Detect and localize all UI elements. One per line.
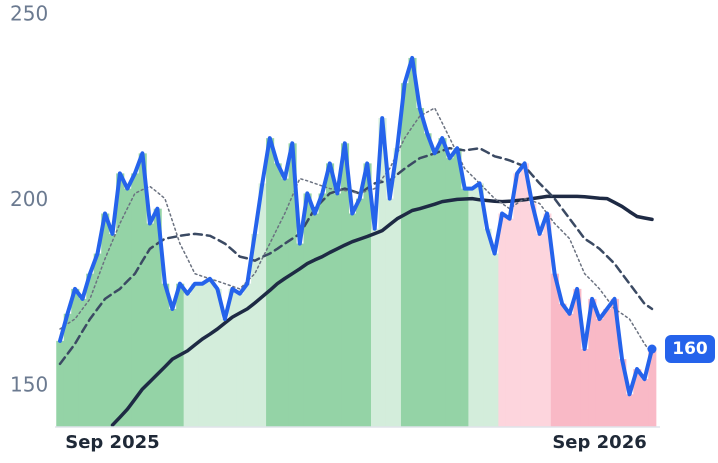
fill-bar <box>558 303 567 427</box>
fill-bar <box>356 198 365 427</box>
fill-bar <box>251 233 260 427</box>
y-tick-label: 200 <box>10 187 48 211</box>
fill-bar <box>258 183 267 427</box>
x-tick-label: Sep 2025 <box>65 432 159 453</box>
fill-bar <box>550 273 559 427</box>
fill-bar <box>618 359 627 427</box>
fill-bar <box>288 143 297 427</box>
fill-bar <box>153 208 162 427</box>
fill-bar <box>475 183 484 427</box>
fill-bar <box>243 283 252 427</box>
fill-bar <box>483 228 492 427</box>
fill-bar <box>378 118 387 427</box>
fill-bar <box>183 293 192 427</box>
series-line <box>58 55 654 397</box>
fill-bar <box>131 173 140 427</box>
fill-bar <box>595 318 604 427</box>
lines <box>58 55 654 427</box>
fill-bar <box>161 283 170 427</box>
fill-bar <box>318 193 327 427</box>
fill-bar <box>116 173 125 427</box>
fill-bar <box>408 57 417 427</box>
fill-bar <box>430 153 440 427</box>
fill-bar <box>146 223 155 427</box>
fill-bar <box>393 148 402 427</box>
fill-bar <box>273 163 282 427</box>
fill-bar <box>498 213 507 427</box>
fill-bar <box>198 283 207 427</box>
fill-bar <box>213 288 222 427</box>
fill-bar <box>400 83 410 427</box>
fill-bar <box>138 153 147 427</box>
fill-bar <box>535 233 544 427</box>
fill-bar <box>580 349 589 427</box>
fill-bar <box>206 278 215 427</box>
series-line <box>59 107 653 355</box>
fill-bar <box>610 298 619 427</box>
fill-bar <box>78 298 87 427</box>
fill-bar <box>423 133 432 427</box>
x-tick-label: Sep 2026 <box>552 432 646 453</box>
fill-bar <box>588 298 597 427</box>
fill-bar <box>528 203 537 427</box>
fill-bar <box>415 108 425 427</box>
fill-bar <box>56 340 65 427</box>
fill-bar <box>573 288 582 427</box>
fill-bar <box>363 163 372 427</box>
fill-bar <box>191 283 200 427</box>
fill-bar <box>633 369 642 427</box>
fill-bar <box>468 188 477 427</box>
last-badge <box>665 335 715 364</box>
fill-bar <box>108 233 117 427</box>
fill-bar <box>63 313 72 427</box>
fill-bar <box>445 158 455 427</box>
fill-bar <box>296 243 305 427</box>
fill-bar <box>303 193 312 427</box>
fill-bar <box>565 313 574 427</box>
fill-bar <box>385 198 395 427</box>
fill-bar <box>513 173 522 427</box>
fill-bar <box>281 178 290 427</box>
last-value: 160 <box>672 339 708 359</box>
fill-bar <box>438 138 447 427</box>
series-line <box>110 194 654 427</box>
fill-bar <box>236 293 245 427</box>
last-point <box>647 344 657 354</box>
y-tick-label: 150 <box>10 373 48 397</box>
fill-bar <box>460 188 470 427</box>
fill-bar <box>311 213 320 427</box>
y-tick-label: 250 <box>10 1 48 25</box>
fill-bar <box>221 318 230 427</box>
fill-bar <box>333 193 342 427</box>
fill-bar <box>453 148 462 427</box>
fill-bar <box>625 394 634 427</box>
fill-bar <box>520 163 529 427</box>
fill-bar <box>86 273 95 427</box>
fill-bar <box>168 308 177 427</box>
fill-bar <box>341 143 350 427</box>
fill-bar <box>505 218 514 427</box>
labels: 150 200 250 Sep 2025 Sep 2026 160 <box>10 1 715 453</box>
price-fill <box>56 57 657 427</box>
fill-bar <box>228 288 237 427</box>
fill-bar <box>348 213 357 427</box>
fill-bar <box>640 379 649 427</box>
fill-bar <box>71 288 80 427</box>
fill-bar <box>101 213 110 427</box>
fill-bar <box>93 253 102 427</box>
fill-bar <box>123 188 132 427</box>
fill-bar <box>603 308 612 427</box>
fill-bar <box>543 213 552 427</box>
fill-bar <box>370 228 380 427</box>
fill-bar <box>648 349 657 427</box>
fill-bar <box>490 253 499 427</box>
fill-bar <box>326 163 335 427</box>
fill-bar <box>266 138 275 427</box>
